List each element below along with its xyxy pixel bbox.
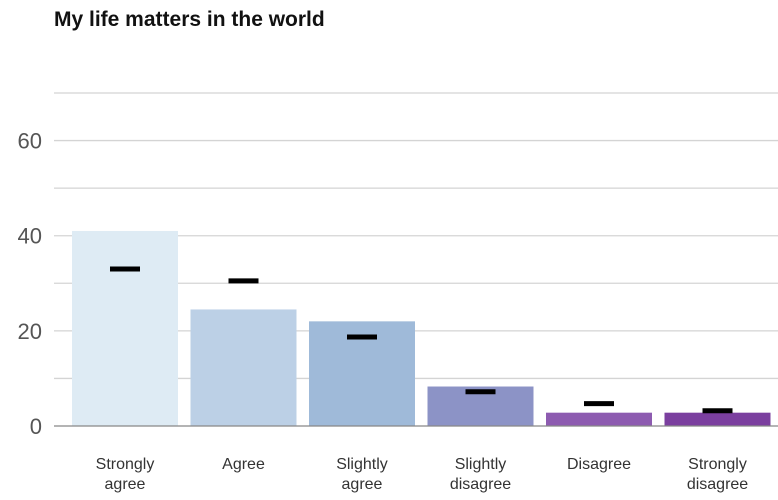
bar <box>72 230 178 426</box>
y-axis-ticks: 0 20 40 60 <box>18 129 42 439</box>
x-tick-label: Disagree <box>567 456 631 473</box>
x-axis-ticks: Strongly agree Agree Slightly agree Slightly d… <box>96 456 749 493</box>
x-tick-label-line: Agree <box>222 456 265 473</box>
chart-title: My life matters in the world <box>54 8 325 31</box>
y-tick-label: 20 <box>18 319 42 344</box>
x-tick-label-line: Slightly <box>336 456 388 473</box>
x-tick-label: Slightly agree <box>336 456 388 493</box>
y-tick-label: 40 <box>18 224 42 249</box>
x-tick-label: Strongly agree <box>96 456 155 493</box>
reference-markers <box>110 266 733 414</box>
y-tick-label: 60 <box>18 129 42 154</box>
x-tick-label-line: disagree <box>450 476 511 493</box>
y-tick-label: 0 <box>30 414 42 439</box>
x-tick-label: Agree <box>222 456 265 473</box>
bar <box>546 412 652 426</box>
x-tick-label-line: Strongly <box>96 456 155 473</box>
x-tick-label-line: Strongly <box>688 456 747 473</box>
x-tick-label-line: Disagree <box>567 456 631 473</box>
x-tick-label-line: Slightly <box>455 456 507 473</box>
gridlines <box>54 92 778 380</box>
x-tick-label: Strongly disagree <box>687 456 748 493</box>
x-tick-label-line: agree <box>342 476 383 493</box>
bar <box>664 412 771 426</box>
x-tick-label: Slightly disagree <box>450 456 511 493</box>
x-tick-label-line: disagree <box>687 476 748 493</box>
bars <box>72 230 771 426</box>
bar <box>190 309 297 426</box>
x-tick-label-line: agree <box>105 476 146 493</box>
